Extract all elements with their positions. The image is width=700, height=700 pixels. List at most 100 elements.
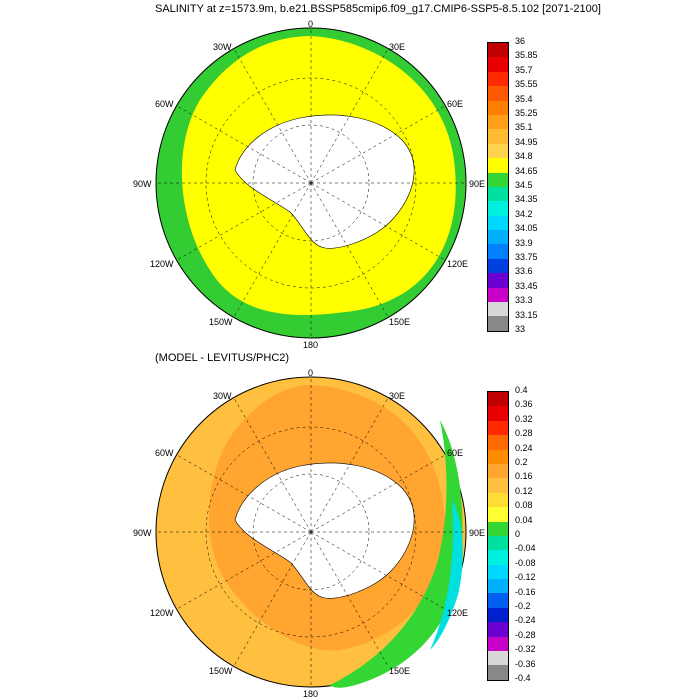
top-lon-label-60w: 60W: [155, 99, 174, 109]
top-colorbar-swatch: [488, 100, 508, 115]
bottom-lon-label-180: 180: [303, 689, 319, 699]
top-lon-label-120w: 120W: [150, 259, 174, 269]
bottom-colorbar-swatch: [488, 435, 508, 450]
bottom-antarctica: [234, 462, 415, 599]
top-lon-label-120e: 120E: [447, 259, 469, 269]
top-lon-label-90e: 90E: [469, 179, 486, 189]
bottom-lon-label-120w: 120W: [150, 608, 174, 618]
top-colorbar-swatch: [488, 172, 508, 187]
bottom-colorbar-swatch: [488, 564, 508, 580]
bottom-colorbar-tick-label: 0.08: [515, 500, 533, 511]
bottom-colorbar-tick-label: -0.28: [515, 629, 536, 640]
bottom-colorbar: [487, 391, 509, 681]
bottom-colorbar-swatch: [488, 550, 508, 565]
top-lon-label-30e: 30E: [389, 42, 406, 52]
bottom-colorbar-swatch: [488, 420, 508, 436]
top-colorbar-tick-label: 33: [515, 324, 526, 334]
bottom-polar-map: [155, 376, 467, 688]
bottom-colorbar-tick-label: 0.16: [515, 471, 533, 482]
top-colorbar-tick-label: 34.5: [515, 180, 533, 190]
top-colorbar-swatch: [488, 114, 508, 130]
top-colorbar-swatch: [488, 143, 508, 159]
bottom-colorbar-swatch: [488, 406, 508, 421]
top-colorbar-swatch: [488, 287, 508, 303]
top-panel-title: SALINITY at z=1573.9m, b.e21.BSSP585cmip…: [155, 3, 601, 15]
bottom-colorbar-swatch: [488, 449, 508, 464]
bottom-colorbar-tick-label: 0.24: [515, 442, 533, 453]
top-meridians: [156, 28, 466, 338]
bottom-lon-label-0: 0: [308, 368, 314, 378]
bottom-meridians: [156, 377, 466, 687]
bottom-colorbar-tick-label: -0.08: [515, 557, 536, 568]
bottom-colorbar-tick-label: -0.32: [515, 644, 536, 655]
bottom-colorbar-tick-label: 0.32: [515, 413, 533, 424]
bottom-colorbar-tick-label: -0.24: [515, 615, 536, 626]
bottom-colorbar-swatch: [488, 607, 508, 623]
bottom-colorbar-swatch: [488, 507, 508, 522]
top-polar-map: [155, 27, 467, 339]
bottom-colorbar-swatch: [488, 521, 508, 536]
top-lon-label-60e: 60E: [447, 99, 464, 109]
bottom-panel-title: (MODEL - LEVITUS/PHC2): [155, 352, 290, 364]
bottom-lon-label-150e: 150E: [389, 666, 411, 676]
top-colorbar-tick-label: 34.05: [515, 223, 538, 234]
top-colorbar-swatch: [488, 215, 508, 231]
bottom-colorbar-swatch: [488, 478, 508, 493]
top-colorbar-swatch: [488, 71, 508, 87]
top-lon-label-150w: 150W: [209, 317, 233, 327]
top-colorbar-tick-label: 33.15: [515, 309, 538, 320]
bottom-lon-label-60w: 60W: [155, 448, 174, 458]
bottom-map-cyan-band: [430, 500, 463, 650]
top-lon-label-30w: 30W: [213, 42, 232, 52]
bottom-colorbar-tick-label: 0.4: [515, 385, 528, 395]
bottom-lon-label-120e: 120E: [447, 608, 469, 618]
top-colorbar-tick-label: 35.55: [515, 79, 538, 90]
top-colorbar-tick-label: 35.85: [515, 50, 538, 61]
top-colorbar-tick-label: 34.65: [515, 165, 538, 176]
top-colorbar-swatch: [488, 186, 508, 202]
top-colorbar-tick-label: 33.45: [515, 280, 538, 291]
top-colorbar-tick-label: 33.9: [515, 237, 533, 248]
top-colorbar-swatch: [488, 230, 508, 245]
bottom-colorbar-swatch: [488, 579, 508, 594]
bottom-colorbar-tick-label: -0.04: [515, 543, 536, 554]
bottom-lon-label-60e: 60E: [447, 448, 464, 458]
top-colorbar-swatch: [488, 57, 508, 72]
bottom-colorbar-tick-label: 0.2: [515, 457, 528, 467]
bottom-colorbar-tick-label: 0.04: [515, 514, 533, 525]
top-colorbar-swatch: [488, 244, 508, 259]
bottom-lat-circle-1: [252, 473, 370, 591]
bottom-map-green-band: [330, 420, 463, 688]
top-colorbar-swatch: [488, 43, 508, 58]
bottom-colorbar-swatch: [488, 622, 508, 637]
top-lon-label-90w: 90W: [133, 179, 152, 189]
top-colorbar-swatch: [488, 86, 508, 101]
top-colorbar-tick-label: 35.7: [515, 64, 533, 75]
bottom-colorbar-tick-label: 0.28: [515, 428, 533, 439]
bottom-lon-label-30w: 30W: [213, 391, 232, 401]
top-colorbar-swatch: [488, 316, 508, 331]
top-colorbar-swatch: [488, 302, 508, 317]
bottom-colorbar-swatch: [488, 535, 508, 551]
top-colorbar-swatch: [488, 129, 508, 144]
bottom-colorbar-tick-label: 0: [515, 529, 521, 539]
top-colorbar: [487, 42, 509, 332]
top-colorbar-tick-label: 34.2: [515, 208, 533, 219]
top-colorbar-tick-label: 34.95: [515, 136, 538, 147]
top-lat-circle-1: [252, 124, 370, 242]
bottom-colorbar-tick-label: -0.2: [515, 601, 531, 611]
bottom-colorbar-tick-label: -0.36: [515, 658, 536, 669]
top-lon-label-150e: 150E: [389, 317, 411, 327]
top-colorbar-tick-label: 36: [515, 36, 526, 46]
bottom-colorbar-swatch: [488, 392, 508, 407]
bottom-colorbar-tick-label: -0.16: [515, 586, 536, 597]
bottom-colorbar-swatch: [488, 636, 508, 652]
bottom-colorbar-swatch: [488, 651, 508, 666]
top-colorbar-swatch: [488, 158, 508, 173]
top-colorbar-tick-label: 33.6: [515, 266, 533, 277]
bottom-colorbar-swatch: [488, 492, 508, 508]
top-colorbar-tick-label: 34.8: [515, 151, 533, 162]
bottom-colorbar-tick-label: 0.36: [515, 399, 533, 410]
bottom-colorbar-swatch: [488, 593, 508, 608]
